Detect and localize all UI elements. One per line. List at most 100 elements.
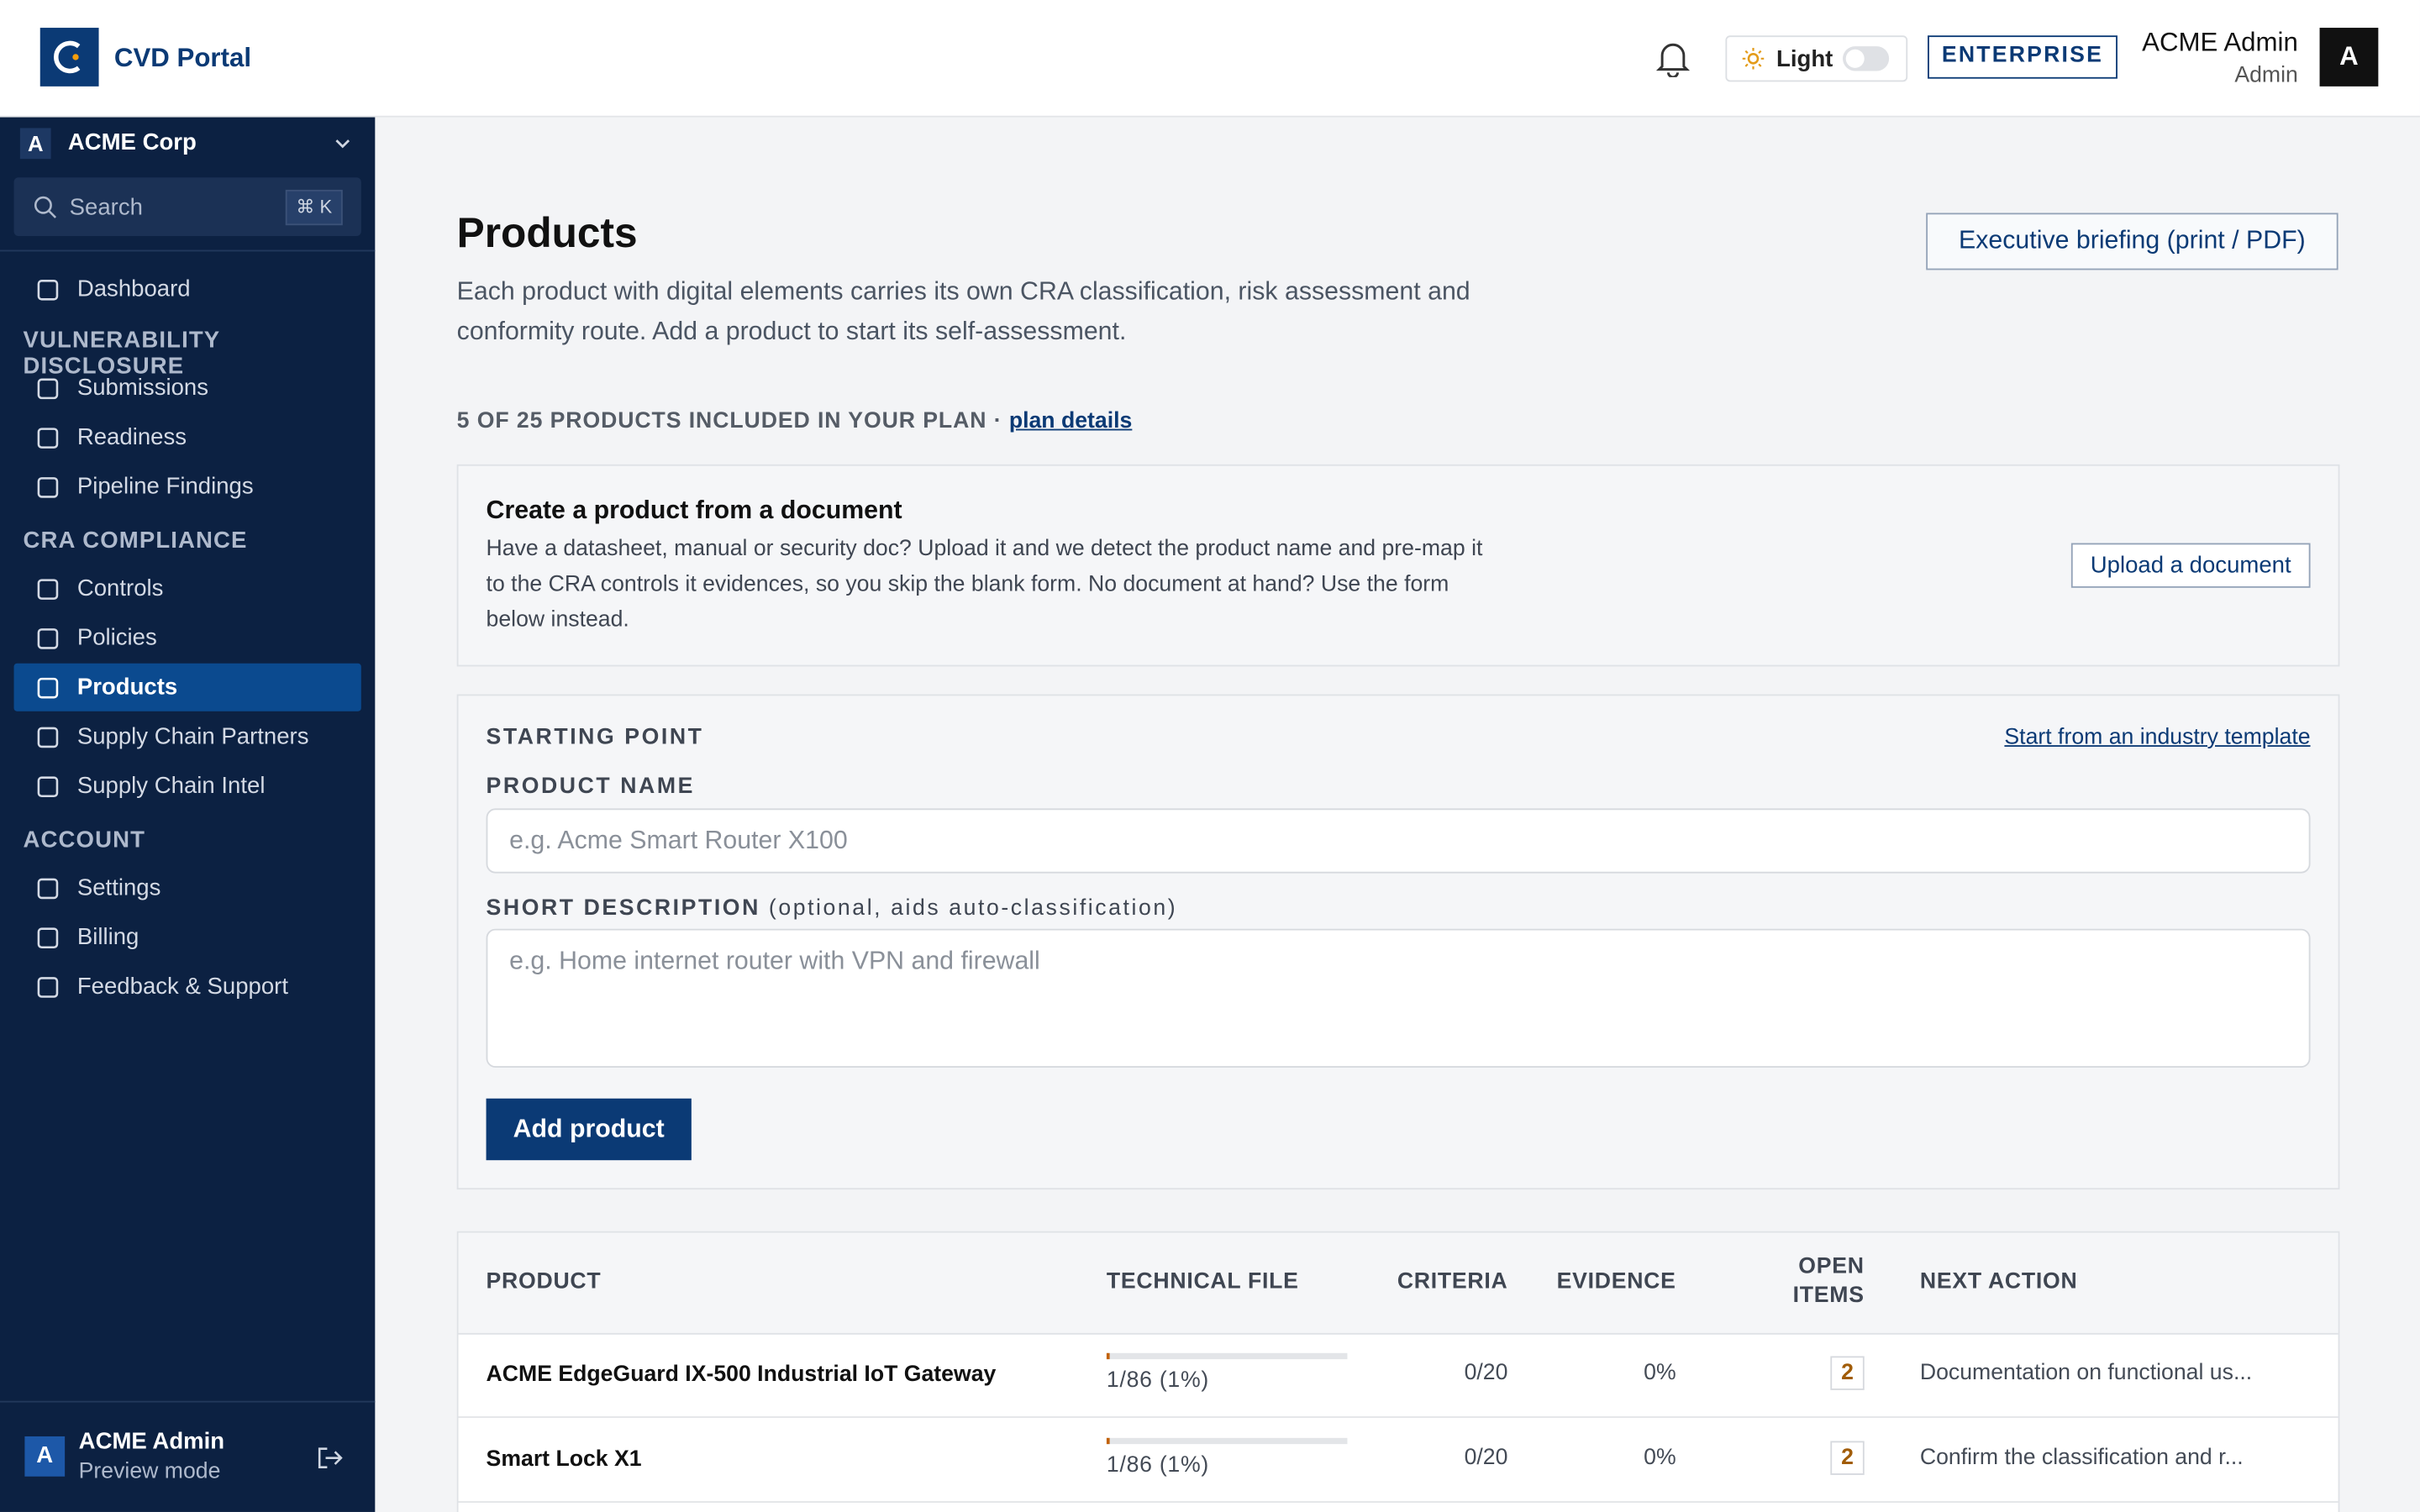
criteria: 0/20 (1464, 1360, 1508, 1386)
briefing-button[interactable]: Executive briefing (print / PDF) (1926, 213, 2338, 270)
nav-icon (37, 776, 59, 798)
nav-label: Readiness (76, 424, 187, 451)
page-description: Each product with digital elements carri… (456, 277, 1470, 346)
upload-button[interactable]: Upload a document (2070, 543, 2311, 588)
evidence: 0% (1644, 1360, 1676, 1386)
nav-label: Settings (76, 874, 161, 901)
upload-body: Have a datasheet, manual or security doc… (486, 537, 1483, 633)
nav-icon (37, 927, 59, 949)
evidence: 0% (1644, 1445, 1676, 1471)
nav-item[interactable]: Supply Chain Partners (14, 713, 361, 761)
nav-item[interactable]: Policies (14, 614, 361, 662)
nav-label: Products (76, 674, 178, 701)
product-name: Smart Lock X1 (486, 1446, 642, 1473)
column-header: NEXT ACTION (1919, 1269, 2078, 1294)
nav-section-title: CRA COMPLIANCE (23, 528, 248, 554)
nav-section-title: ACCOUNT (23, 827, 146, 853)
nav-item[interactable]: Billing (14, 913, 361, 961)
logo-mark (54, 40, 81, 74)
nav-icon (37, 677, 59, 699)
org-name[interactable]: ACME Corp (67, 129, 197, 156)
nav-icon (37, 428, 59, 449)
column-header: TECHNICAL FILE (1106, 1269, 1299, 1294)
nav-label: Submissions (76, 375, 209, 402)
desc-label: SHORT DESCRIPTION (optional, aids auto-c… (487, 896, 1178, 921)
next-action: Documentation on functional us... (1919, 1360, 2253, 1386)
user-name: ACME Admin (2142, 28, 2298, 57)
progress-track (1106, 1352, 1348, 1360)
nav-item[interactable]: Settings (14, 864, 361, 912)
nav-icon (37, 279, 59, 301)
progress-fill (1106, 1352, 1110, 1360)
nav-label: Feedback & Support (76, 973, 289, 1000)
page-title: Products (456, 209, 638, 256)
chevron (335, 139, 350, 149)
nav-icon (37, 579, 59, 600)
logo (39, 28, 99, 87)
nav-label: Controls (76, 575, 164, 602)
theme-toggle[interactable]: Light (1725, 35, 1908, 82)
column-header: OPEN ITEMS (1792, 1254, 1865, 1309)
avatar[interactable]: A (2319, 28, 2379, 87)
nav-item[interactable]: Feedback & Support (14, 963, 361, 1011)
plan-link[interactable]: plan details (1008, 408, 1133, 434)
name-placeholder: e.g. Acme Smart Router X100 (509, 827, 848, 855)
nav-icon (37, 977, 59, 998)
nav-item[interactable]: Controls (14, 564, 361, 612)
products-table: PRODUCT TECHNICAL FILE CRITERIA EVIDENCE OPE… (456, 1231, 2340, 1512)
nav-item[interactable]: Submissions (14, 364, 361, 412)
search-placeholder: Search (69, 194, 143, 221)
template-link[interactable]: Start from an industry template (2004, 725, 2311, 750)
upload-card: Create a product from a document Have a … (456, 464, 2340, 667)
desc-label-text: SHORT DESCRIPTION (486, 896, 760, 921)
table-row[interactable]: Smart Lock X1 1/86 (1%) 0/20 0% 2 Confirm the… (458, 1418, 2338, 1503)
theme-label: Light (1776, 46, 1833, 73)
nav-item[interactable]: Readiness (14, 413, 361, 461)
search-icon (34, 196, 57, 218)
user-role: Admin (2234, 63, 2298, 88)
column-header: CRITERIA (1397, 1269, 1508, 1294)
nav-item[interactable]: Pipeline Findings (14, 463, 361, 511)
notifications-button[interactable] (1655, 40, 1691, 77)
plan-badge: ENTERPRISE (1928, 35, 2118, 79)
open-items: 2 (1830, 1356, 1865, 1390)
progress-track (1106, 1437, 1348, 1445)
technical-file: 1/86 (1%) (1106, 1453, 1209, 1478)
nav-label: Pipeline Findings (76, 473, 254, 501)
sun-icon (1742, 47, 1765, 70)
name-input[interactable]: e.g. Acme Smart Router X100 (486, 808, 2311, 874)
desc-textarea[interactable]: e.g. Home internet router with VPN and f… (486, 928, 2311, 1068)
nav-item[interactable]: Products (13, 663, 361, 711)
nav-label: Supply Chain Partners (76, 723, 309, 750)
nav-icon (37, 628, 59, 649)
desc-hint: (optional, aids auto-classification) (768, 896, 1178, 921)
product-form: STARTING POINT Start from an industry te… (456, 694, 2340, 1190)
add-product-button[interactable]: Add product (486, 1098, 692, 1161)
search[interactable]: Search ⌘ K (13, 177, 361, 237)
nav-item[interactable]: Dashboard (14, 265, 361, 313)
brand: CVD Portal (113, 43, 252, 73)
product-name: ACME EdgeGuard IX-500 Industrial IoT Gat… (486, 1362, 997, 1388)
next-action: Confirm the classification and r... (1919, 1445, 2244, 1471)
plan-notice-text: 5 OF 25 PRODUCTS INCLUDED IN YOUR PLAN · (456, 408, 1009, 434)
table-row[interactable]: ACME EdgeGuard IX-500 Industrial IoT Gat… (458, 1333, 2338, 1418)
nav-label: Dashboard (76, 276, 191, 302)
nav-item[interactable]: Supply Chain Intel (14, 762, 361, 810)
nav-icon (37, 477, 59, 498)
nav-label: Supply Chain Intel (76, 773, 266, 800)
nav-label: Billing (76, 924, 139, 951)
table-header (458, 1232, 2338, 1335)
nav-label: Policies (76, 624, 157, 652)
progress-fill (1106, 1437, 1110, 1445)
top-bar: CVD Portal Light ENTERPRISE ACME Admin A… (0, 0, 2420, 118)
nav-section-title: VULNERABILITY DISCLOSURE (23, 327, 220, 380)
logout-button[interactable] (318, 1447, 343, 1469)
footer-status: Preview mode (78, 1459, 221, 1484)
org-initial: A (19, 128, 51, 160)
criteria: 0/20 (1464, 1445, 1508, 1471)
nav-icon (37, 878, 59, 900)
desc-placeholder: e.g. Home internet router with VPN and f… (509, 947, 1040, 975)
